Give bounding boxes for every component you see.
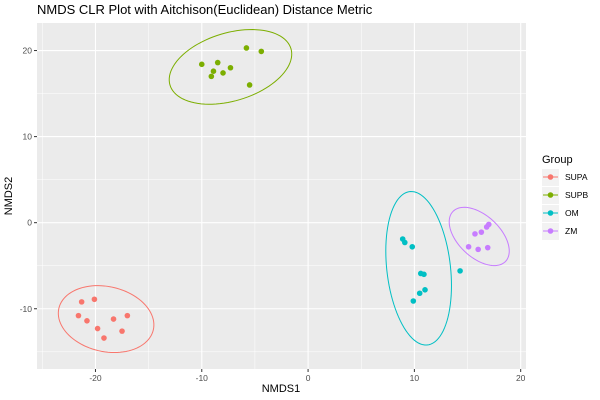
- legend-item-supa: SUPA: [542, 169, 588, 186]
- x-axis-label: NMDS1: [262, 383, 301, 395]
- ellipse-supb: [168, 29, 293, 105]
- y-tick-label: 10: [23, 132, 33, 142]
- point-zm: [484, 244, 491, 251]
- point-supb: [210, 68, 217, 74]
- legend-label: OM: [565, 208, 579, 218]
- y-tick-label: -10: [20, 304, 33, 314]
- point-supb: [198, 61, 205, 68]
- legend: Group SUPA SUPB OM ZM: [542, 154, 588, 240]
- point-supa: [124, 312, 131, 319]
- legend-key-point: [547, 228, 554, 234]
- point-supa: [91, 296, 98, 303]
- plot-panel: [37, 23, 526, 369]
- point-om: [410, 298, 417, 304]
- group-ellipses: [57, 29, 510, 354]
- point-zm: [472, 231, 478, 237]
- point-supa: [101, 335, 107, 341]
- point-supa: [75, 312, 82, 319]
- x-tick-label: 10: [410, 373, 420, 383]
- y-tick-label: 0: [27, 218, 32, 228]
- legend-key-point: [547, 210, 554, 216]
- y-axis-label: NMDS2: [3, 177, 15, 216]
- point-zm: [478, 229, 485, 235]
- point-supb: [214, 59, 221, 66]
- data-points: [75, 45, 492, 341]
- chart-title: NMDS CLR Plot with Aitchison(Euclidean) …: [37, 2, 373, 17]
- point-supb: [243, 45, 250, 51]
- point-supa: [84, 318, 90, 324]
- point-supb: [208, 73, 215, 80]
- x-axis-ticks: -20 -10 0 10 20: [89, 369, 526, 383]
- point-supa: [119, 328, 125, 334]
- point-supa: [110, 316, 117, 322]
- point-om: [422, 287, 428, 293]
- legend-item-zm: ZM: [542, 223, 577, 240]
- x-tick-label: 0: [306, 373, 311, 383]
- point-om: [402, 239, 408, 246]
- point-supa: [78, 299, 85, 305]
- x-tick-label: 20: [516, 373, 526, 383]
- point-zm: [475, 246, 481, 253]
- point-om: [409, 243, 416, 250]
- x-tick-label: -20: [89, 373, 102, 383]
- legend-label: ZM: [565, 226, 577, 236]
- legend-key-point: [547, 174, 554, 180]
- point-supb: [220, 70, 226, 76]
- point-om: [421, 271, 427, 278]
- x-tick-label: -10: [196, 373, 209, 383]
- point-supb: [246, 82, 253, 88]
- y-axis-ticks: -10 0 10 20: [20, 46, 37, 314]
- y-tick-label: 20: [23, 46, 33, 56]
- legend-key-point: [547, 192, 554, 198]
- point-supa: [94, 325, 101, 332]
- legend-label: SUPA: [565, 172, 588, 182]
- ellipse-zm: [448, 206, 510, 267]
- major-gridlines: [37, 23, 526, 369]
- point-om: [416, 290, 423, 297]
- ellipse-supa: [57, 285, 155, 354]
- legend-title: Group: [542, 154, 573, 166]
- point-zm: [483, 224, 490, 230]
- minor-gridlines: [37, 23, 526, 369]
- ellipse-om: [385, 191, 452, 346]
- point-om: [457, 268, 463, 274]
- point-zm: [465, 243, 472, 250]
- point-supb: [258, 48, 265, 55]
- legend-item-supb: SUPB: [542, 187, 588, 204]
- legend-label: SUPB: [565, 190, 588, 200]
- point-supb: [227, 64, 234, 71]
- legend-item-om: OM: [542, 205, 579, 222]
